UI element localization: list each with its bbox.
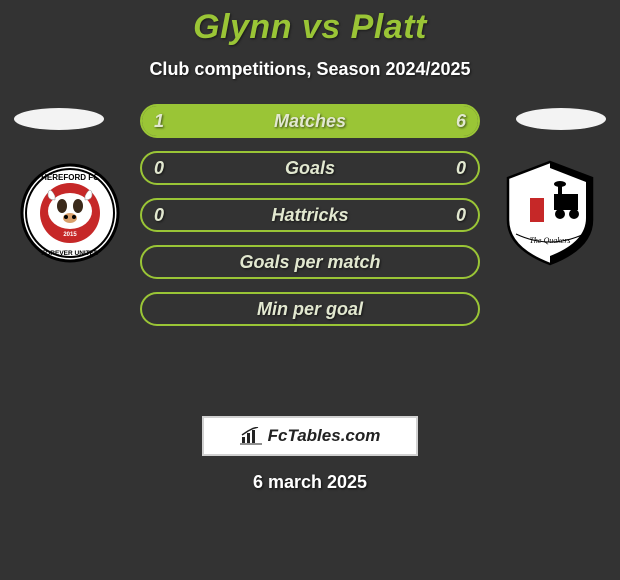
stat-label: Goals per match: [239, 252, 380, 273]
hereford-badge-icon: HEREFORD FC FOREVER UNITED 2015: [20, 158, 120, 268]
darlington-badge-icon: The Quakers: [500, 158, 600, 268]
stat-row-goals: 0 Goals 0: [140, 151, 480, 185]
stat-left-value: 0: [154, 205, 164, 226]
stat-label: Min per goal: [257, 299, 363, 320]
svg-text:HEREFORD FC: HEREFORD FC: [41, 173, 99, 182]
stat-row-matches: 1 Matches 6: [140, 104, 480, 138]
page-title: Glynn vs Platt: [0, 8, 620, 47]
svg-text:2015: 2015: [63, 232, 77, 238]
stat-right-value: 6: [456, 111, 466, 132]
brand-label: FcTables.com: [240, 426, 381, 446]
chart-icon: [240, 427, 262, 445]
comparison-area: HEREFORD FC FOREVER UNITED 2015: [0, 108, 620, 408]
stat-row-goals-per-match: Goals per match: [140, 245, 480, 279]
stats-column: 1 Matches 6 0 Goals 0 0 Hattricks 0 Goal…: [140, 104, 480, 339]
stat-label: Goals: [285, 158, 335, 179]
left-club-badge: HEREFORD FC FOREVER UNITED 2015: [20, 158, 120, 268]
right-player-shadow: [516, 108, 606, 130]
date-label: 6 march 2025: [0, 472, 620, 493]
brand-box[interactable]: FcTables.com: [202, 416, 418, 456]
right-club-badge: The Quakers: [500, 158, 600, 268]
stat-left-value: 1: [154, 111, 164, 132]
svg-text:The Quakers: The Quakers: [529, 236, 570, 245]
page-subtitle: Club competitions, Season 2024/2025: [0, 59, 620, 80]
left-player-shadow: [14, 108, 104, 130]
stat-right-value: 0: [456, 205, 466, 226]
stat-right-value: 0: [456, 158, 466, 179]
svg-text:FOREVER UNITED: FOREVER UNITED: [41, 250, 99, 257]
stat-left-value: 0: [154, 158, 164, 179]
stat-row-min-per-goal: Min per goal: [140, 292, 480, 326]
brand-text: FcTables.com: [268, 426, 381, 446]
stat-label: Hattricks: [271, 205, 348, 226]
stat-label: Matches: [274, 111, 346, 132]
stat-fill-left: [142, 106, 190, 136]
stat-row-hattricks: 0 Hattricks 0: [140, 198, 480, 232]
